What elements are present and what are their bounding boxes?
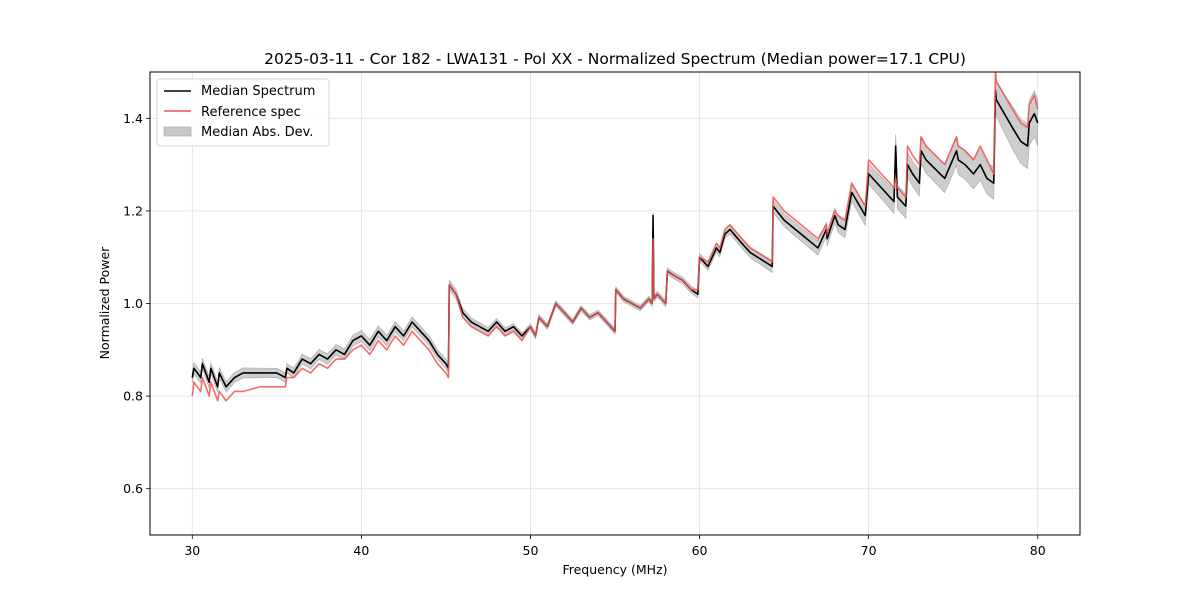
series-layer [191, 72, 1039, 402]
y-tick-label: 0.6 [123, 481, 143, 496]
y-tick-label: 1.0 [123, 296, 143, 311]
y-axis-label: Normalized Power [97, 246, 112, 360]
grid [150, 72, 1080, 535]
x-tick-label: 30 [184, 543, 200, 558]
legend: Median Spectrum Reference spec Median Ab… [156, 78, 330, 147]
x-axis: 30 40 50 60 70 80 [184, 535, 1046, 558]
reference-spec-line [191, 72, 1039, 402]
legend-box [156, 78, 330, 147]
legend-label-reference: Reference spec [201, 105, 301, 120]
y-tick-label: 1.4 [123, 111, 143, 126]
x-tick-label: 60 [692, 543, 708, 558]
x-tick-label: 40 [353, 543, 369, 558]
legend-label-mad: Median Abs. Dev. [201, 125, 313, 140]
x-tick-label: 70 [861, 543, 877, 558]
y-tick-label: 0.8 [123, 389, 143, 404]
chart-title: 2025-03-11 - Cor 182 - LWA131 - Pol XX -… [264, 50, 966, 68]
y-axis: 0.6 0.8 1.0 1.2 1.4 [123, 111, 150, 496]
x-axis-label: Frequency (MHz) [562, 562, 667, 577]
legend-swatch-mad [163, 126, 192, 137]
x-tick-label: 80 [1030, 543, 1046, 558]
y-tick-label: 1.2 [123, 203, 143, 218]
legend-label-median: Median Spectrum [201, 84, 315, 99]
x-tick-label: 50 [523, 543, 539, 558]
